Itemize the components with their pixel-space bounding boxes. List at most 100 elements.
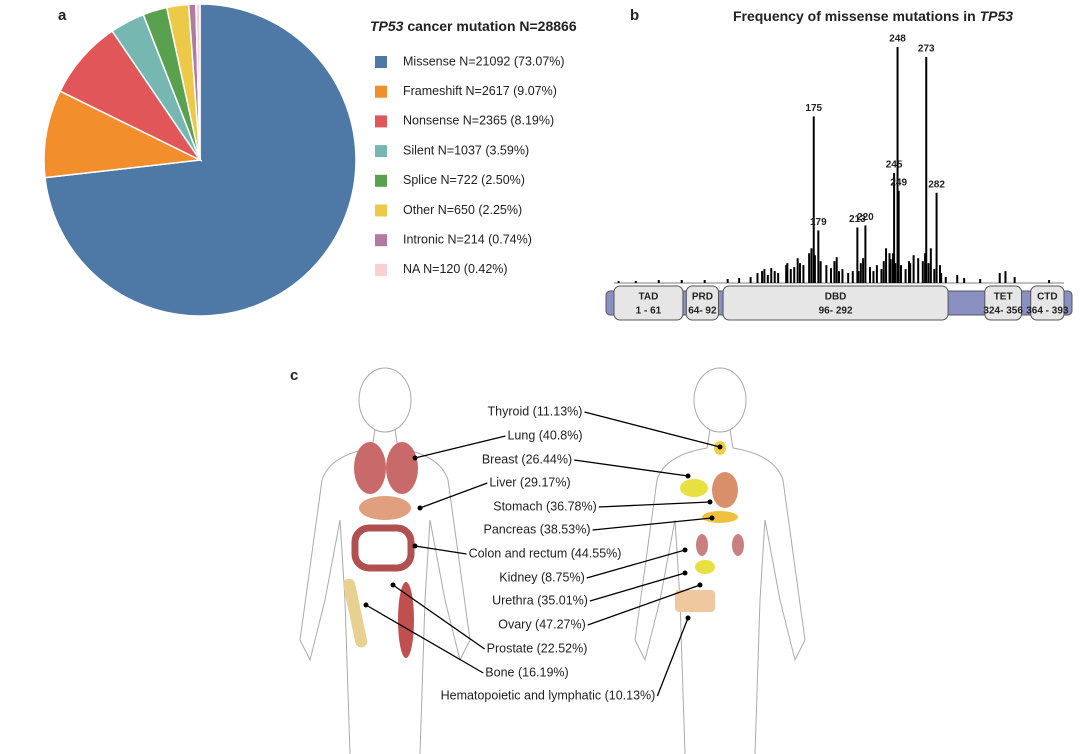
bar — [798, 263, 801, 283]
pie-slice — [195, 3, 201, 161]
bar — [912, 255, 915, 283]
bar — [899, 265, 902, 283]
connector — [589, 572, 686, 602]
hotspot-bar — [812, 116, 815, 284]
bar — [904, 269, 907, 283]
bar — [756, 273, 759, 283]
stomach — [712, 472, 738, 508]
legend-label: Missense N=21092 (73.07%) — [403, 54, 565, 68]
bar — [808, 253, 811, 283]
hotspot-label: 245 — [886, 160, 903, 171]
legend-swatch — [375, 204, 387, 217]
connector — [414, 435, 506, 459]
legend-label: Frameshift N=2617 (9.07%) — [403, 84, 557, 98]
bar — [1013, 277, 1016, 283]
hotspot-bar — [925, 56, 928, 284]
bar — [761, 271, 764, 283]
bar — [859, 263, 862, 283]
bar — [998, 273, 1001, 283]
connector — [598, 501, 711, 508]
bar — [940, 273, 943, 283]
hotspot-bar — [817, 230, 820, 283]
organ-label: Colon and rectum (44.55%) — [469, 546, 622, 560]
organ-label: Stomach (36.78%) — [493, 499, 597, 513]
bar — [921, 261, 924, 283]
organ-label: Prostate (22.52%) — [487, 641, 588, 655]
pie-title: TP53 cancer mutation N=28866 — [370, 18, 577, 34]
breast — [680, 479, 708, 497]
organ-label: Hematopoietic and lymphatic (10.13%) — [441, 688, 656, 702]
muscle — [398, 582, 414, 658]
title: Frequency of missense mutations in — [733, 8, 976, 24]
organ-label: Urethra (35.01%) — [492, 593, 588, 607]
lung — [386, 442, 418, 494]
hotspot-bar — [896, 46, 899, 283]
hotspot-label: 273 — [918, 44, 935, 55]
head — [693, 367, 747, 433]
domain-range: 64- 92 — [688, 306, 717, 317]
bar — [909, 263, 912, 283]
bar — [703, 280, 706, 283]
bar — [770, 268, 773, 283]
connector-dot — [412, 455, 418, 461]
bar — [908, 261, 911, 283]
connector — [592, 517, 713, 531]
hotspot-bar — [935, 192, 938, 283]
organ-label: Bone (16.19%) — [485, 665, 568, 679]
hotspot-label: 175 — [805, 103, 822, 114]
legend-label: Nonsense N=2365 (8.19%) — [403, 114, 554, 128]
domain — [722, 285, 949, 321]
bar — [891, 253, 894, 283]
connector — [656, 617, 689, 697]
bar — [882, 261, 885, 283]
bar — [956, 275, 959, 283]
bar — [894, 263, 897, 283]
bar — [766, 275, 769, 283]
panel-label: b — [630, 7, 639, 24]
gene: TP53 — [980, 8, 1014, 24]
hotspot-label: 213 — [849, 214, 866, 225]
bar — [939, 265, 942, 283]
liver — [359, 496, 411, 520]
legend-label: Intronic N=214 (0.74%) — [403, 232, 532, 246]
organ-label: Pancreas (38.53%) — [483, 522, 590, 536]
bar — [802, 265, 805, 283]
connector — [392, 584, 485, 650]
connector-dot — [363, 602, 369, 608]
kidney — [732, 534, 744, 556]
legend-swatch — [375, 234, 387, 247]
bar — [944, 277, 947, 283]
bar — [851, 271, 854, 283]
panel-label: c — [290, 367, 298, 384]
legend-swatch — [375, 145, 387, 158]
connector — [414, 545, 467, 555]
organs — [343, 441, 744, 658]
bar — [829, 268, 832, 283]
bar — [847, 273, 850, 283]
bar — [786, 263, 789, 283]
bar — [857, 271, 860, 283]
colon — [351, 524, 415, 572]
connector-dot — [390, 582, 396, 588]
bar — [793, 267, 796, 283]
bar — [927, 263, 930, 283]
bar — [617, 281, 620, 283]
domain — [613, 285, 684, 321]
legend-swatch — [375, 115, 387, 128]
connector-dot — [685, 473, 691, 479]
bar — [796, 258, 799, 283]
bar — [819, 261, 822, 283]
hotspot-bar — [856, 227, 859, 283]
organ-label: Ovary (47.27%) — [498, 617, 586, 631]
legend-label: Splice N=722 (2.50%) — [403, 173, 525, 187]
bar — [833, 261, 836, 283]
bar — [1004, 271, 1007, 283]
connector-dot — [709, 515, 715, 521]
organ-label: Thyroid (11.13%) — [488, 404, 583, 418]
head — [358, 367, 412, 433]
bar — [929, 248, 932, 283]
bar — [835, 257, 838, 283]
panel-label: a — [58, 7, 67, 24]
connector — [587, 584, 701, 626]
